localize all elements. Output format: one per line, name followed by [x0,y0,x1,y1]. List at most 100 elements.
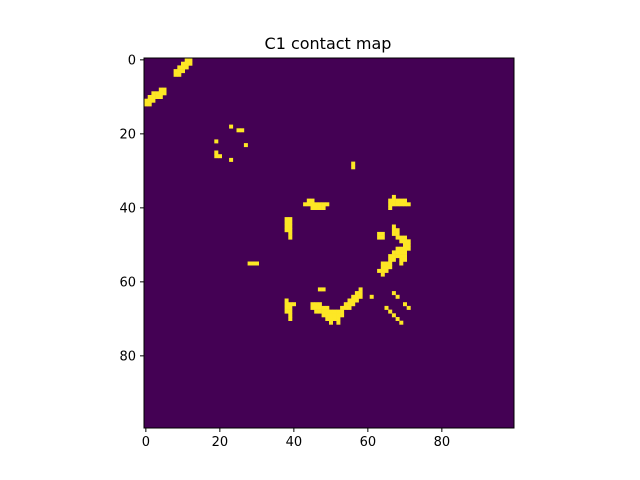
contact-cell [406,239,411,244]
contact-cell [391,224,396,229]
contact-cell [403,198,407,203]
contact-cell [325,313,330,318]
contact-cell [310,206,315,210]
contact-cell [388,261,393,266]
contact-cell [351,161,356,166]
contact-cell [151,91,156,96]
contact-cell [317,206,322,210]
contact-cell [329,309,333,314]
contact-cell [391,254,396,259]
contact-cell [340,309,345,314]
contact-cell [177,72,182,77]
contact-cell [351,298,356,303]
contact-cell [399,250,404,255]
contact-cell [310,305,315,310]
contact-cell [181,61,185,66]
contact-cell [403,239,407,244]
contact-cell [188,61,193,66]
contact-cell [151,98,156,103]
contact-cell [317,305,322,310]
contact-cell [155,91,160,96]
x-tick-label: 40 [286,435,303,450]
contact-cell [229,124,234,129]
contact-cell [395,250,400,255]
contact-cell [403,235,407,240]
contact-cell [247,261,252,266]
contact-cell [399,202,404,207]
contact-cell [358,294,363,299]
x-tick-label: 60 [360,435,377,450]
contact-cell [403,246,407,251]
contact-cell [391,202,396,207]
contact-cell [325,317,330,321]
heatmap-background [144,58,514,428]
contact-cell [284,305,289,310]
contact-cell [306,198,311,203]
contact-cell [391,231,396,236]
contact-cell [284,220,289,225]
contact-cell [317,302,322,307]
contact-cell [403,254,407,259]
contact-cell [380,272,385,277]
contact-cell [399,198,404,203]
contact-cell [284,228,289,233]
contact-cell [395,254,400,259]
contact-cell [347,302,352,307]
contact-cell [351,302,356,307]
contact-cell [395,317,400,321]
y-tick-label: 40 [119,201,136,216]
contact-cell [214,139,219,144]
contact-cell [177,65,182,70]
contact-cell [288,231,293,236]
contact-cell [184,61,189,66]
contact-cell [380,268,385,273]
contact-cell [288,305,293,310]
contact-cell [288,309,293,314]
contact-cell [147,102,152,107]
contact-cell [177,69,182,74]
contact-cell [240,128,245,133]
contact-cell [399,246,404,251]
contact-cell [173,72,178,77]
x-axis: 0 20 40 60 80 [142,428,450,450]
contact-cell [388,257,393,262]
contact-cell [155,95,160,99]
contact-cell [310,202,315,207]
contact-cell [399,239,404,244]
contact-cell [306,202,311,207]
contact-cell [314,202,319,207]
contact-cell [391,257,396,262]
contact-cell [395,294,400,299]
contact-cell [343,305,348,310]
contact-cell [284,217,289,222]
contact-cell [369,294,374,299]
contact-cell [384,265,389,270]
contact-cell [321,287,326,292]
contact-cell [395,202,400,207]
contact-cell [284,298,289,303]
contact-cell [188,58,193,62]
contact-cell [147,95,152,99]
plot-area [143,57,515,429]
contact-cell [332,309,337,314]
contact-cell [184,65,189,70]
contact-cell [288,235,293,240]
contact-cell [384,268,389,273]
contact-cell [406,305,411,310]
contact-cell [336,320,341,325]
contact-cell [399,320,404,325]
contact-cell [162,87,167,92]
contact-cell [403,250,407,255]
contact-cell [332,313,337,318]
x-tick-label: 20 [212,435,229,450]
contact-cell [310,198,315,203]
contact-cell [403,302,407,307]
contact-cell [321,309,326,314]
contact-cell [284,224,289,229]
contact-cell [158,91,163,96]
contact-cell [395,246,400,251]
contact-cell [377,268,382,273]
contact-cell [151,95,156,99]
contact-cell [325,202,330,207]
